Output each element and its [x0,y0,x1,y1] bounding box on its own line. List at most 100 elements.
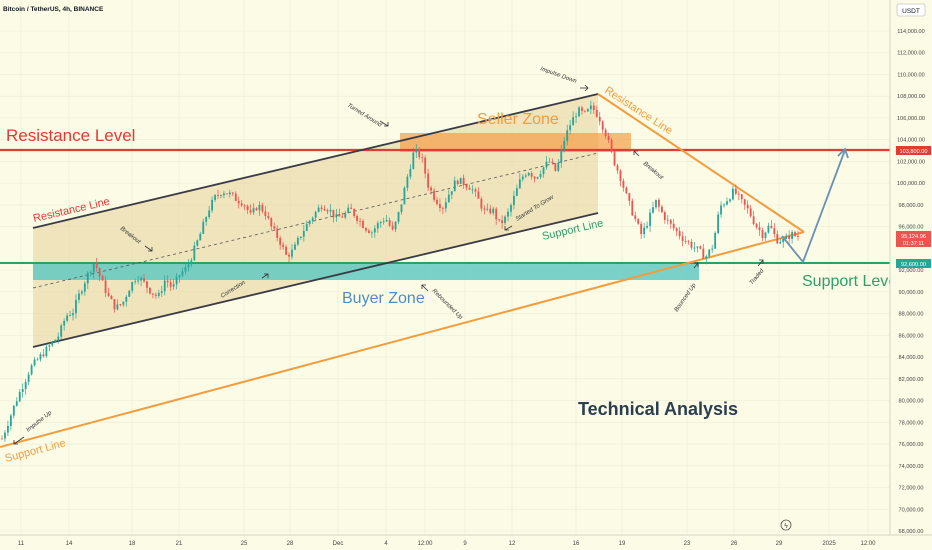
candle-body [409,168,412,177]
time-tick-label: 14 [66,541,73,547]
candle-body [498,219,501,221]
candle-body [273,226,276,229]
candle-body [110,295,113,300]
candle-body [746,204,749,209]
candle-body [687,241,690,243]
candle-body [726,201,728,205]
candle-body [350,207,353,210]
time-tick-label: 29 [776,541,783,547]
candle-body [48,345,51,347]
time-tick-label: 11 [18,541,25,547]
candle-body [154,294,157,296]
price-tick-label: 82,000.00 [899,377,924,383]
candle-body [504,216,506,224]
candle-body [116,304,119,310]
time-tick-label: Dec [333,541,344,547]
candle-body [39,354,42,360]
price-tick-label: 68,000.00 [899,529,924,535]
candle-body [21,389,24,392]
candle-body [370,232,373,234]
candle-body [27,374,30,382]
time-tick-label: 28 [287,541,294,547]
price-tick-label: 106,000.00 [897,116,925,122]
candle-body [240,203,243,206]
support-price-tag-label: 92,600.00 [901,262,926,268]
candle-body [524,175,527,177]
candle-body [649,212,651,226]
channel-resistance-line[interactable] [32,93,599,229]
candle-body [365,227,367,231]
candle-body [548,161,551,163]
candle-body [353,209,356,216]
candle-body [243,205,246,207]
candle-body [294,244,296,250]
price-tick-label: 100,000.00 [897,181,925,187]
candle-body [362,221,364,228]
candle-body [563,140,566,150]
countdown-label: 01:37:11 [903,241,924,247]
candle-body [655,199,657,208]
candle-body [486,208,489,210]
candle-body [758,227,761,231]
price-tick-label: 76,000.00 [899,442,924,448]
price-tick-label: 92,000.00 [899,268,924,274]
currency-button[interactable] [896,3,926,17]
candlestick-series [1,100,799,442]
candle-body [249,210,252,213]
candle-body [45,346,48,357]
technical-analysis-title: Technical Analysis [578,399,738,419]
candle-body [675,228,678,232]
candle-body [672,223,675,229]
candle-body [444,202,447,209]
candle-body [711,248,714,250]
candle-body [291,249,293,257]
candle-body [246,205,249,211]
last-price-tag: 95,124.96 01:37:11 [896,231,931,247]
candle-body [267,216,270,219]
candle-body [578,107,580,117]
triangle-resistance-line[interactable] [597,93,805,233]
time-tick-label: 12:00 [417,541,433,547]
candle-body [78,293,80,300]
candle-body [628,193,631,201]
candle-body [589,105,592,110]
candle-body [63,320,66,326]
candle-body [205,217,208,222]
candle-body [54,339,57,342]
candle-body [223,193,225,196]
candle-body [770,225,773,229]
candle-body [584,110,586,112]
currency-button-label: USDT [902,8,920,15]
candle-body [581,107,583,111]
candle-body [551,161,554,164]
candle-body [308,220,311,224]
candle-body [723,204,725,206]
candle-body [539,174,542,178]
candle-body [403,187,406,205]
candle-body [317,207,320,212]
candle-body [690,241,693,248]
candle-body [678,231,681,237]
candle-body [146,281,148,288]
time-tick-label: 23 [684,541,691,547]
main-support-line[interactable] [0,231,805,448]
last-price-label: 95,124.96 [901,234,926,240]
time-axis-ticks: 11 14 18 21 25 28 Dec 4 12:00 9 12 16 19 23 26 29 2025 12… [18,541,876,547]
candle-body [406,176,409,188]
candle-body [4,432,6,439]
candle-body [60,325,63,337]
time-tick-label: 26 [731,541,738,547]
resistance-level-label: Resistance Level [6,126,135,145]
candle-body [447,194,450,203]
price-tick-label: 110,000.00 [897,72,925,78]
channel-support-line[interactable] [32,212,599,348]
time-tick-label: 16 [573,541,580,547]
candle-body [622,180,625,188]
candle-body [344,212,347,218]
time-axis[interactable] [0,535,932,550]
resistance-price-tag: 103,800.00 [896,146,931,155]
candle-body [572,117,575,126]
candle-body [439,204,441,208]
lightning-icon[interactable] [780,519,792,531]
